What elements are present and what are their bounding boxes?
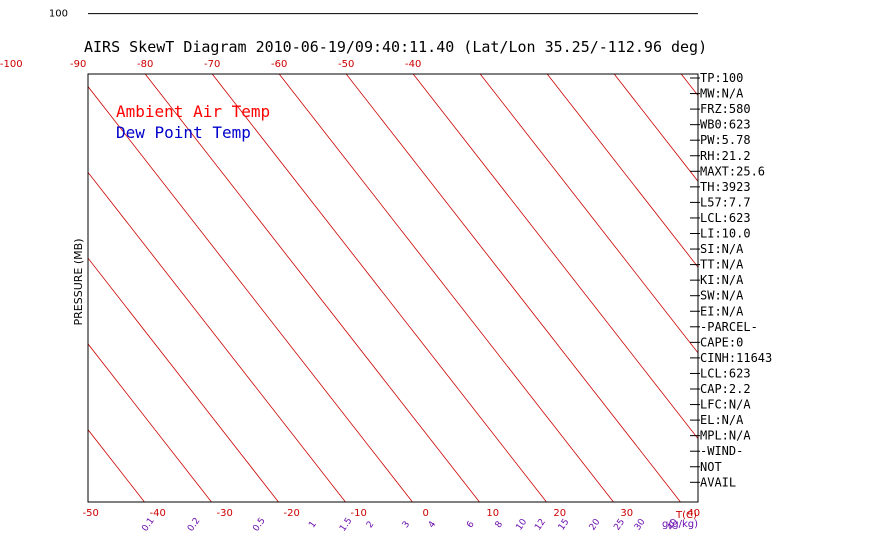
isotherm-line — [278, 74, 614, 502]
stat-item: LFC:N/A — [700, 398, 751, 412]
stat-item: TP:100 — [700, 71, 743, 85]
moist-adiabat-line — [0, 0, 618, 72]
mixing-ratio-tick-label: 3 — [401, 520, 412, 530]
mixing-ratio-tick-label: 10 — [514, 517, 529, 532]
stat-item: SI:N/A — [700, 242, 744, 256]
moist-adiabat-line — [71, 0, 645, 72]
stat-item: L57:7.7 — [700, 195, 751, 209]
stat-item: RH:21.2 — [700, 149, 751, 163]
mixing-ratio-tick-label: 8 — [494, 519, 506, 530]
stat-item: FRZ:580 — [700, 102, 751, 116]
stat-item: CAP:2.2 — [700, 382, 751, 396]
plot-frame — [87, 73, 699, 503]
isotherm-line — [546, 74, 698, 268]
stat-item: TT:N/A — [700, 258, 744, 272]
top-temperature-tick-label: -100 — [0, 59, 23, 70]
ambient-air-temp-line — [144, 0, 512, 14]
isotherm-line — [479, 74, 698, 354]
bottom-temperature-tick-label: -10 — [351, 508, 367, 519]
isotherm-line — [211, 74, 547, 502]
bottom-temperature-tick-label: 0 — [423, 508, 429, 519]
stat-item: SW:N/A — [700, 289, 744, 303]
mixing-ratio-tick-label: 30 — [633, 517, 648, 532]
stat-item: AVAIL — [700, 475, 736, 489]
moist-adiabat-line — [0, 0, 484, 3]
legend-ambient-air-temp: Ambient Air Temp — [116, 102, 270, 121]
top-temperature-tick-label: -40 — [405, 59, 421, 70]
bottom-temperature-tick-label: 20 — [553, 508, 566, 519]
moist-adiabat-line — [323, 0, 699, 72]
isotherm-line — [412, 74, 698, 440]
isotherm-line — [0, 74, 10, 502]
bottom-temperature-tick-label: 30 — [620, 508, 633, 519]
stat-item: EL:N/A — [700, 413, 744, 427]
mixing-ratio-tick-label: 15 — [557, 517, 572, 532]
stat-item: CAPE:0 — [700, 335, 743, 349]
isotherm-line — [88, 343, 212, 502]
stat-item: LCL:623 — [700, 211, 751, 225]
bottom-temperature-ticks: -50 -40 -30 -20 -10 0 10 20 30 40 — [83, 508, 701, 519]
stat-item: LCL:623 — [700, 366, 751, 380]
bottom-temperature-tick-label: -50 — [83, 508, 99, 519]
stat-item: KI:N/A — [700, 273, 744, 287]
stat-item: LI:10.0 — [700, 227, 751, 241]
stat-item: CINH:11643 — [700, 351, 772, 365]
y-axis-label: PRESSURE (MB) — [72, 239, 85, 326]
stat-item: EI:N/A — [700, 304, 744, 318]
stat-item: -WIND- — [700, 444, 743, 458]
bottom-temperature-tick-label: 40 — [687, 508, 700, 519]
moist-adiabat-line — [0, 0, 510, 14]
isotherm-line — [88, 85, 413, 502]
top-temperature-tick-label: -90 — [70, 59, 86, 70]
bottom-temperature-tick-label: -30 — [217, 508, 233, 519]
mixing-ratio-tick-label: 0.5 — [251, 516, 267, 533]
stat-item: NOT — [700, 460, 722, 474]
isotherm-line — [88, 257, 279, 502]
mixing-ratio-tick-label: 0.2 — [186, 516, 202, 533]
moist-adiabat-line — [0, 0, 537, 26]
mixing-ratio-tick-label: 4 — [427, 519, 439, 530]
moist-adiabat-line — [181, 0, 671, 72]
mixing-ratio-unit: g(g/kg) — [662, 519, 698, 530]
stat-item: MAXT:25.6 — [700, 164, 765, 178]
bottom-temperature-tick-label: -20 — [284, 508, 300, 519]
pressure-tick-label: 100 — [49, 9, 68, 20]
isotherm-line — [748, 74, 870, 502]
bottom-temperature-tick-label: -40 — [150, 508, 166, 519]
bottom-temperature-tick-label: 10 — [486, 508, 499, 519]
sounding-series — [10, 0, 512, 14]
top-temperature-tick-label: -50 — [338, 59, 354, 70]
top-temperature-tick-label: -60 — [271, 59, 287, 70]
stat-item: -PARCEL- — [700, 320, 758, 334]
legend-dew-point-temp: Dew Point Temp — [116, 123, 251, 142]
top-temperature-ticks: -120-110-100-90-80-70-60-50-40 — [0, 59, 421, 70]
isotherm-line — [88, 429, 145, 502]
isotherm-lines — [0, 74, 870, 502]
isotherm-line — [815, 74, 870, 502]
mixing-ratio-tick-label: 6 — [465, 519, 477, 530]
isotherm-line — [88, 171, 346, 502]
top-temperature-tick-label: -80 — [137, 59, 153, 70]
isotherm-line — [0, 74, 77, 502]
stat-item: MPL:N/A — [700, 429, 751, 443]
stat-item: WB0:623 — [700, 118, 751, 132]
pressure-gridlines: 1002003004005006007008009001000 — [49, 9, 698, 20]
mixing-ratio-tick-label: 2 — [365, 520, 376, 530]
top-temperature-tick-label: -70 — [204, 59, 220, 70]
mixing-ratio-tick-label: 1 — [307, 520, 318, 530]
mixing-ratio-tick-label: 25 — [612, 517, 627, 532]
isotherm-line — [613, 74, 698, 182]
isotherm-line — [345, 74, 681, 502]
stat-item: PW:5.78 — [700, 133, 751, 147]
chart-title: AIRS SkewT Diagram 2010-06-19/09:40:11.4… — [84, 38, 707, 56]
stat-item: TH:3923 — [700, 180, 751, 194]
x-axis-label: T(C) — [675, 510, 697, 521]
stat-item: MW:N/A — [700, 87, 744, 101]
mixing-ratio-tick-label: 12 — [533, 517, 548, 532]
mixing-ratio-tick-label: 20 — [588, 517, 603, 532]
isotherm-line — [144, 74, 480, 502]
